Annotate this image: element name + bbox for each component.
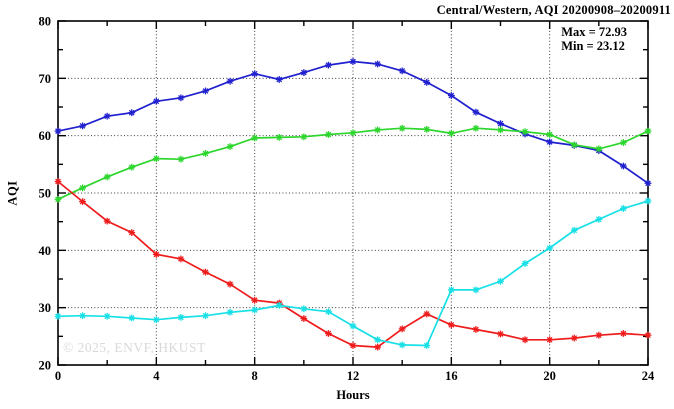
watermark: © 2025, ENVF, HKUST bbox=[63, 340, 206, 355]
x-tick-label: 0 bbox=[55, 369, 61, 383]
x-tick-label: 24 bbox=[642, 369, 655, 383]
x-tick-label: 8 bbox=[252, 369, 258, 383]
axis-ticks bbox=[57, 20, 649, 366]
min-value-label: Min = 23.12 bbox=[561, 39, 625, 53]
y-tick-label: 70 bbox=[39, 72, 52, 86]
x-tick-label: 16 bbox=[445, 369, 458, 383]
max-min-annotation: Max = 72.93 Min = 23.12 bbox=[561, 25, 627, 53]
y-tick-label: 80 bbox=[39, 15, 52, 29]
x-tick-label: 4 bbox=[153, 369, 160, 383]
y-axis-label: AQI bbox=[5, 180, 20, 206]
y-tick-label: 20 bbox=[39, 359, 52, 373]
series-markers-cyan bbox=[54, 197, 652, 349]
x-tick-labels: 0 4 8 12 16 20 24 bbox=[55, 369, 655, 383]
y-tick-label: 30 bbox=[39, 301, 52, 315]
x-tick-label: 20 bbox=[543, 369, 556, 383]
x-axis-label: Hours bbox=[336, 388, 370, 402]
series-markers-green bbox=[54, 124, 652, 203]
x-tick-label: 12 bbox=[347, 369, 360, 383]
gridlines bbox=[58, 21, 648, 365]
y-tick-label: 60 bbox=[39, 129, 52, 143]
y-tick-labels: 20 30 40 50 60 70 80 bbox=[39, 15, 52, 373]
max-value-label: Max = 72.93 bbox=[561, 25, 627, 39]
y-tick-label: 50 bbox=[39, 187, 52, 201]
series-markers-red bbox=[54, 178, 652, 351]
chart-title: Central/Western, AQI 20200908–20200911 bbox=[436, 3, 671, 17]
series-blue bbox=[57, 60, 649, 184]
series-line-blue bbox=[57, 60, 649, 184]
y-tick-label: 40 bbox=[39, 244, 52, 258]
series-markers-blue bbox=[54, 58, 652, 187]
